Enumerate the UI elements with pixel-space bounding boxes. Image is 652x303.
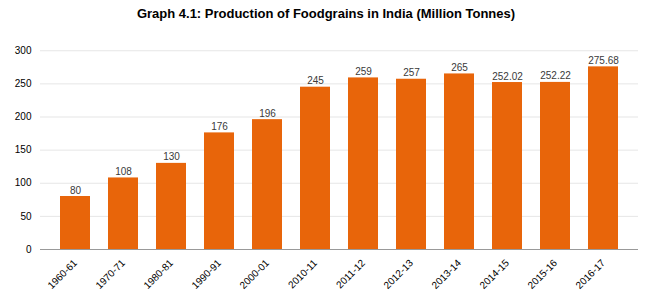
svg-text:257: 257 bbox=[403, 67, 420, 78]
svg-text:2000-01: 2000-01 bbox=[237, 257, 271, 291]
svg-text:300: 300 bbox=[15, 45, 32, 56]
svg-text:80: 80 bbox=[70, 185, 82, 196]
svg-text:2013-14: 2013-14 bbox=[429, 257, 463, 291]
svg-text:130: 130 bbox=[163, 151, 180, 162]
svg-text:2012-13: 2012-13 bbox=[381, 257, 415, 291]
svg-text:1980-81: 1980-81 bbox=[141, 257, 175, 291]
svg-text:2011-12: 2011-12 bbox=[334, 257, 368, 291]
svg-text:50: 50 bbox=[20, 211, 32, 222]
svg-text:1990-91: 1990-91 bbox=[189, 257, 223, 291]
svg-text:2010-11: 2010-11 bbox=[286, 257, 320, 291]
svg-text:200: 200 bbox=[15, 111, 32, 122]
svg-text:245: 245 bbox=[307, 75, 324, 86]
svg-text:108: 108 bbox=[115, 166, 132, 177]
svg-text:176: 176 bbox=[211, 121, 228, 132]
svg-text:252.02: 252.02 bbox=[492, 71, 523, 82]
svg-text:265: 265 bbox=[451, 62, 468, 73]
html-text:Graph 4.1: Production of Foodg: Graph 4.1: Production of Foodgrains in I… bbox=[136, 6, 516, 21]
svg-text:150: 150 bbox=[15, 144, 32, 155]
svg-text:2015-16: 2015-16 bbox=[525, 257, 559, 291]
svg-text:1960-61: 1960-61 bbox=[45, 257, 79, 291]
svg-text:252.22: 252.22 bbox=[540, 70, 571, 81]
svg-text:196: 196 bbox=[259, 108, 276, 119]
svg-text:250: 250 bbox=[15, 78, 32, 89]
svg-text:2016-17: 2016-17 bbox=[573, 257, 607, 291]
svg-text:259: 259 bbox=[355, 66, 372, 77]
svg-text:0: 0 bbox=[26, 244, 32, 255]
svg-text:2014-15: 2014-15 bbox=[477, 257, 511, 291]
svg-text:275.68: 275.68 bbox=[588, 55, 619, 66]
svg-text:100: 100 bbox=[15, 177, 32, 188]
svg-text:1970-71: 1970-71 bbox=[93, 257, 127, 291]
